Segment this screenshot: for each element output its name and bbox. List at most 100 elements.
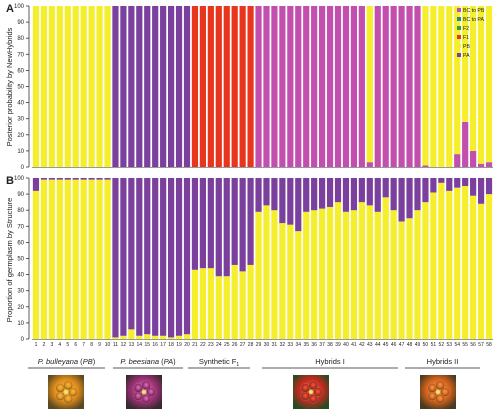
panel-b-bar-35-pa	[303, 178, 310, 212]
panel-b-bar-15-pa	[144, 178, 151, 335]
panel-b-bar-31-pa	[271, 178, 278, 211]
panel-b-x-tick-label: 9	[98, 342, 101, 348]
panel-b-bar-14-pa	[136, 178, 143, 336]
panel-b-bar-27-pb	[239, 271, 246, 339]
panel-b-bar-47-pb	[398, 221, 405, 339]
photo-petal	[146, 387, 156, 397]
panel-b-y-tick-label: 0	[21, 337, 25, 343]
panel-b-bar-55-pa	[462, 178, 469, 187]
panel-b-bar-20-pa	[183, 178, 191, 335]
panel-b-y-tick-label: 40	[17, 273, 24, 279]
panel-a-bar-48-bc-to-pb	[406, 6, 413, 167]
panel-a-bar-36-bc-to-pb	[311, 6, 318, 167]
panel-a-bar-39-bc-to-pb	[334, 6, 342, 167]
group-labels: P. bulleyana (PB) P. beesiana (PA) Synthet…	[28, 357, 480, 369]
panel-a-legend-label: PB	[463, 44, 470, 50]
panel-b-x-tick-label: 53	[446, 342, 452, 348]
photo-flower-center	[142, 390, 146, 394]
panel-a-bar-44-bc-to-pb	[374, 6, 381, 167]
panel-b-bar-23-pb	[207, 268, 214, 339]
panel-b-bar-38-pb	[326, 206, 334, 339]
panel-a-y-tick-label: 90	[17, 20, 24, 26]
group-label: Hybrids I	[315, 357, 345, 366]
panel-a-bar-28-f1	[247, 6, 254, 167]
panel-b-x-tick-label: 18	[168, 342, 174, 348]
panel-b-bar-52-pb	[438, 182, 445, 339]
panel-a-bar-22-f1	[199, 6, 206, 167]
panel-b-bar-11-pb	[112, 337, 119, 339]
panel-a-bar-19-pa	[175, 6, 183, 167]
panel-b-x-tick-label: 8	[90, 342, 93, 348]
panel-a-bar-13-pa	[128, 6, 135, 167]
panel-a-bar-24-f1	[215, 6, 222, 167]
panel-a-bar-58-pb	[485, 6, 493, 163]
panel-b-bar-5-pb	[64, 179, 71, 339]
panel-b-x-tick-label: 25	[224, 342, 230, 348]
panel-b-bar-46-pb	[390, 210, 397, 339]
panel-b-bar-35-pb	[303, 211, 310, 339]
panel-a-legend-label: BC to PA	[463, 17, 484, 23]
panel-a-bar-23-f1	[207, 6, 214, 167]
panel-b-bar-17-pa	[160, 178, 167, 336]
group-label-subscript: 1	[236, 362, 239, 368]
panel-b-bar-16-pb	[152, 335, 159, 339]
panel-a-legend-swatch	[457, 53, 461, 57]
panel-a-bar-7-pb	[80, 6, 87, 167]
photo-flower-center	[436, 390, 440, 394]
panel-b-bar-9-pb	[96, 179, 103, 339]
photo-petal	[435, 393, 445, 404]
panel-a-bar-43-bc-to-pb	[366, 162, 373, 167]
panel-b-bar-3-pb	[48, 179, 55, 339]
group-label: Synthetic F1	[199, 357, 240, 368]
panel-b-x-tick-label: 41	[351, 342, 357, 348]
panel-a-bar-46-bc-to-pb	[390, 6, 397, 167]
group-label-name: P. bulleyana	[38, 357, 78, 366]
panel-a-bar-17-pa	[160, 6, 167, 167]
panel-b-bar-24-pa	[215, 178, 222, 277]
panel-b-x-tick-label: 43	[367, 342, 373, 348]
panel-b-bar-29-pb	[255, 211, 262, 339]
panel-b-x-tick-label: 23	[208, 342, 214, 348]
panel-b-bar-50-pb	[422, 202, 429, 339]
panel-b-bar-34-pa	[295, 178, 302, 232]
panel-b-bar-4-pb	[56, 179, 63, 339]
panel-b-bar-29-pa	[255, 178, 262, 212]
panel-a-bar-55-bc-to-pb	[462, 121, 469, 167]
panel-b-chart: Proportion of germplasm by Structure 0 10…	[5, 176, 493, 348]
panel-b-bar-7-pa	[80, 178, 87, 180]
panel-b-x-tick-label: 13	[129, 342, 135, 348]
panel-a-bar-38-bc-to-pb	[326, 6, 334, 167]
panel-a-bar-33-bc-to-pb	[287, 6, 294, 167]
panel-b-bar-40-pb	[342, 211, 350, 339]
panel-b-bar-51-pa	[430, 178, 437, 193]
panel-a-bar-30-bc-to-pb	[263, 6, 270, 167]
panel-b-bar-30-pa	[263, 178, 270, 206]
panel-b-y-tick-label: 10	[17, 321, 24, 327]
panel-b-x-tick-label: 55	[462, 342, 468, 348]
panel-a-bar-31-bc-to-pb	[271, 6, 278, 167]
panel-a-bar-41-bc-to-pb	[350, 6, 358, 167]
panel-a-y-tick-label: 70	[17, 52, 24, 58]
panel-b-bar-53-pb	[446, 190, 453, 339]
panel-b-bar-24-pb	[215, 276, 222, 339]
photo-petal	[427, 383, 438, 393]
panel-b-x-tick-label: 30	[264, 342, 270, 348]
panel-b-bar-49-pb	[414, 210, 421, 339]
flower-photos	[48, 375, 456, 409]
red-primula-flower-photo	[293, 375, 329, 409]
group-label-name: P. beesiana	[120, 357, 159, 366]
panel-b-y-tick-label: 60	[17, 240, 24, 246]
panel-b-bar-11-pa	[112, 178, 119, 338]
panel-b-x-tick-label: 40	[343, 342, 349, 348]
orange-primula-flower-photo	[420, 375, 456, 409]
photo-petal	[440, 387, 450, 397]
panel-b-x-tick-label: 44	[375, 342, 381, 348]
panel-a-bar-54-pb	[454, 6, 461, 155]
panel-b-bar-17-pb	[160, 335, 167, 339]
panel-b-x-tick-label: 39	[335, 342, 341, 348]
panel-b-x-tick-label: 14	[137, 342, 143, 348]
panel-b-bar-38-pa	[326, 178, 334, 207]
panel-b-x-tick-label: 5	[66, 342, 69, 348]
panel-b-x-tick-label: 58	[486, 342, 492, 348]
